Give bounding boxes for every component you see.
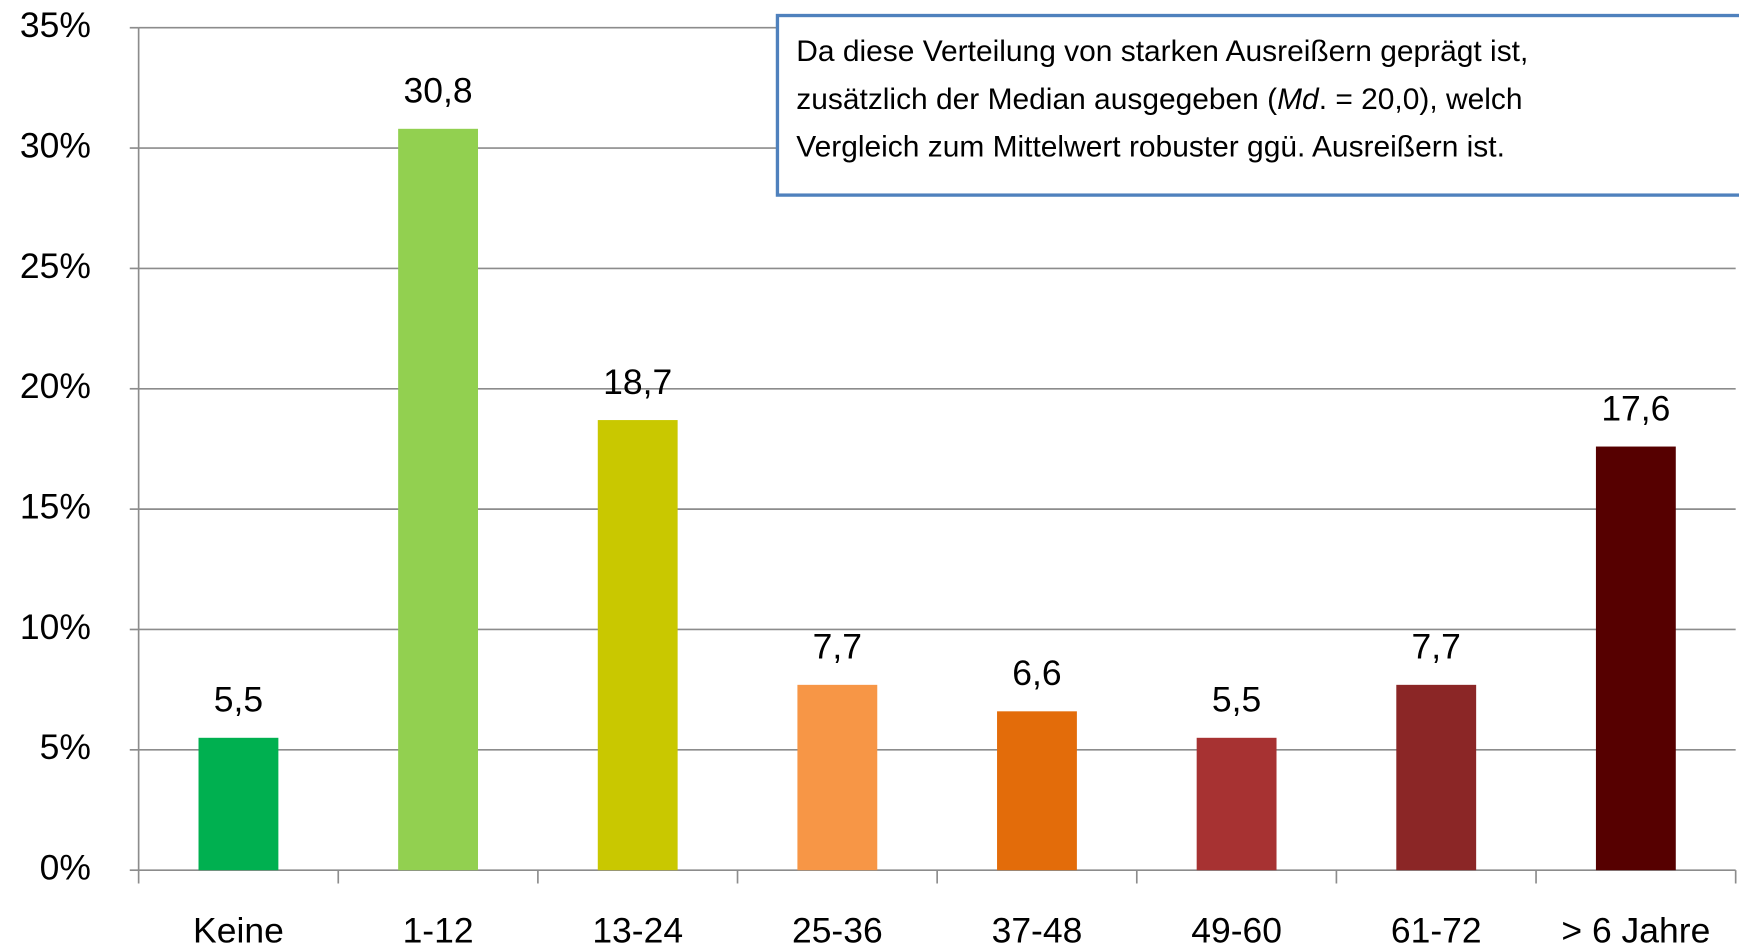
data-label: 17,6 [1601,388,1670,428]
x-tick-label: 61-72 [1391,911,1482,950]
data-label: 5,5 [214,680,263,720]
y-tick-label: 5% [40,727,91,767]
annotation-part: Md [1277,83,1320,116]
annotation-text: zusätzlich der Median ausgegeben (Md. = … [796,83,1522,116]
annotation-part: zusätzlich der Median ausgegeben ( [796,83,1277,116]
y-tick-label: 35% [20,5,91,45]
y-tick-label: 10% [20,607,91,647]
annotation-text: Vergleich zum Mittelwert robuster ggü. A… [796,130,1505,163]
bar [1196,737,1277,871]
annotation-part: Vergleich zum Mittelwert robuster ggü. A… [796,130,1505,163]
bar [597,420,678,871]
y-tick-label: 25% [20,246,91,286]
bar [1595,446,1676,871]
x-tick-label: 1-12 [403,911,474,950]
x-tick-label: 37-48 [992,911,1083,950]
x-tick-label: Keine [193,911,284,950]
annotation-text: Da diese Verteilung von starken Ausreiße… [796,35,1528,68]
data-label: 30,8 [404,71,473,111]
x-tick-label: 49-60 [1191,911,1282,950]
data-label: 5,5 [1212,680,1261,720]
bar [997,711,1077,871]
x-tick-label: > 6 Jahre [1561,911,1710,950]
data-label: 6,6 [1012,653,1061,693]
annotation-part: Da diese Verteilung von starken Ausreiße… [796,35,1528,68]
data-label: 7,7 [813,627,862,667]
x-tick-label: 25-36 [792,911,883,950]
annotation-box [775,13,1739,197]
y-tick-label: 15% [20,487,91,527]
y-tick-label: 30% [20,125,91,165]
annotation-part: . = 20,0), welch [1319,83,1523,116]
bar [797,684,878,871]
data-label: 18,7 [603,362,672,402]
data-label: 7,7 [1412,627,1461,667]
x-tick-label: 13-24 [592,911,683,950]
y-tick-label: 20% [20,366,91,406]
bar [398,128,479,871]
bar [198,737,279,871]
y-tick-label: 0% [40,848,91,888]
bar [1396,684,1477,871]
